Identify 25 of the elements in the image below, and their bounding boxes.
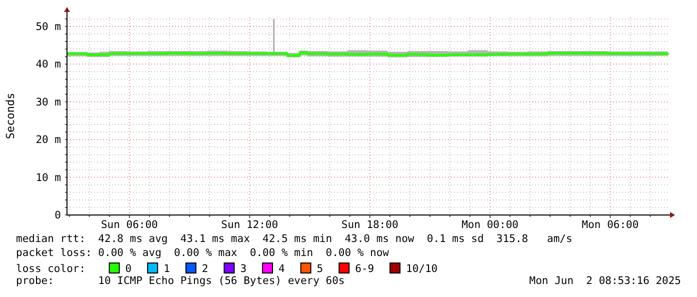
- legend-label: 6-9: [355, 263, 374, 275]
- legend-label: 0: [125, 263, 132, 275]
- y-tick-label: 40 m: [36, 58, 61, 71]
- y-tick-label: 50 m: [36, 20, 61, 33]
- x-tick-label: Mon 06:00: [582, 219, 639, 231]
- x-tick-label: Sun 12:00: [221, 219, 278, 231]
- x-tick-label: Sun 06:00: [100, 219, 158, 231]
- y-tick-label: 10 m: [36, 172, 61, 184]
- legend-label: 10/10: [406, 263, 438, 275]
- legend-label: 5: [316, 263, 324, 275]
- x-tick-label: Sun 18:00: [341, 219, 398, 231]
- text: median rtt: 42.8 ms avg 43.1 ms max 42.5 ms min 43.0 ms now 0.1 ms sd 315.8 am/s: [16, 233, 572, 245]
- legend-label: 1: [164, 263, 170, 275]
- y-tick-label: 30 m: [36, 96, 61, 108]
- text: Mon Jun 2 08:53:16 2025: [529, 275, 681, 287]
- y-tick-label: 0: [54, 210, 61, 222]
- text: probe: 10 ICMP Echo Pings (56 Bytes) every 60s: [16, 275, 345, 287]
- legend-title: loss color:: [16, 263, 86, 275]
- legend-label: 3: [240, 263, 247, 275]
- legend-label: 2: [202, 263, 208, 275]
- x-tick-label: Mon 00:00: [462, 219, 518, 231]
- text: packet loss: 0.00 % avg 0.00 % max 0.00 % min 0.00 % now: [16, 247, 390, 259]
- y-tick-label: 20 m: [36, 134, 61, 146]
- y-axis-title: Seconds: [4, 92, 17, 140]
- legend-label: 4: [278, 263, 285, 275]
